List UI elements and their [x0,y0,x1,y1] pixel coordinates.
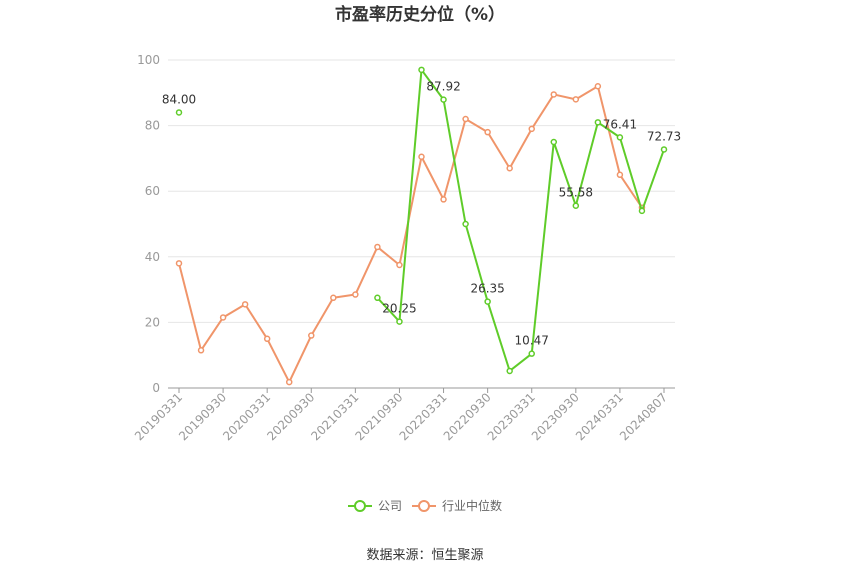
legend-item-company[interactable]: 公司 [348,499,402,513]
data-point[interactable] [595,84,600,89]
data-point[interactable] [375,244,380,249]
data-point[interactable] [551,140,556,145]
data-label: 20.25 [382,302,416,316]
legend: 公司 行业中位数 [348,498,502,513]
y-tick-label: 100 [137,53,160,67]
legend-item-industry[interactable]: 行业中位数 [412,498,502,513]
chart-title: 市盈率历史分位（%） [335,4,505,25]
data-point[interactable] [397,263,402,268]
data-point[interactable] [397,319,402,324]
data-point[interactable] [287,380,292,385]
data-point[interactable] [221,315,226,320]
data-point[interactable] [617,172,622,177]
data-point[interactable] [485,130,490,135]
data-label: 87.92 [426,80,460,94]
data-point[interactable] [331,295,336,300]
data-point[interactable] [177,110,182,115]
data-point[interactable] [265,336,270,341]
data-point[interactable] [463,222,468,227]
data-point[interactable] [639,208,644,213]
data-point[interactable] [485,299,490,304]
data-point[interactable] [353,292,358,297]
data-point[interactable] [419,67,424,72]
series-line [377,70,664,371]
data-point[interactable] [507,166,512,171]
data-point[interactable] [375,295,380,300]
legend-industry-marker [419,501,429,511]
data-point[interactable] [573,97,578,102]
data-point[interactable] [177,261,182,266]
data-label: 55.58 [559,186,593,200]
y-tick-label: 60 [145,184,160,198]
grid [168,60,675,322]
data-point[interactable] [662,147,667,152]
data-point[interactable] [441,197,446,202]
x-tick-label: 20240807 [617,390,670,443]
source-note: 数据来源：恒生聚源 [366,548,483,563]
data-point[interactable] [617,135,622,140]
legend-company-label: 公司 [378,499,402,513]
y-tick-label: 40 [145,250,160,264]
data-point[interactable] [507,368,512,373]
series-industry-median [177,84,645,385]
data-point[interactable] [243,302,248,307]
series-line [179,86,642,382]
data-point[interactable] [309,333,314,338]
data-point[interactable] [441,97,446,102]
data-point[interactable] [529,126,534,131]
y-tick-label: 0 [152,381,160,395]
series-layer [177,67,667,384]
y-tick-label: 80 [145,119,160,133]
legend-company-marker [355,501,365,511]
data-label: 84.00 [162,92,196,106]
data-label: 72.73 [647,129,681,143]
data-point[interactable] [463,117,468,122]
data-point[interactable] [529,351,534,356]
data-point[interactable] [419,154,424,159]
y-tick-label: 20 [145,315,160,329]
data-label: 76.41 [603,117,637,131]
data-label: 26.35 [470,282,504,296]
data-point[interactable] [595,120,600,125]
data-point[interactable] [199,348,204,353]
data-point[interactable] [551,92,556,97]
series-company [177,67,667,373]
data-point[interactable] [573,203,578,208]
legend-industry-label: 行业中位数 [442,498,502,513]
data-label: 10.47 [515,334,549,348]
